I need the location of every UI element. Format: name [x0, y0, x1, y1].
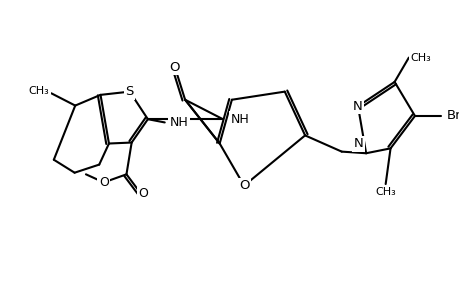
- Text: Br: Br: [445, 110, 459, 122]
- Text: O: O: [169, 61, 180, 74]
- Text: O: O: [99, 176, 108, 189]
- Text: CH₃: CH₃: [375, 187, 395, 197]
- Text: N: N: [353, 137, 363, 150]
- Text: S: S: [125, 85, 134, 98]
- Text: NH: NH: [169, 116, 188, 129]
- Text: O: O: [138, 187, 148, 200]
- Text: N: N: [353, 100, 362, 113]
- Text: O: O: [238, 179, 249, 192]
- Text: NH: NH: [230, 113, 249, 126]
- Text: CH₃: CH₃: [410, 52, 431, 63]
- Text: CH₃: CH₃: [28, 86, 49, 96]
